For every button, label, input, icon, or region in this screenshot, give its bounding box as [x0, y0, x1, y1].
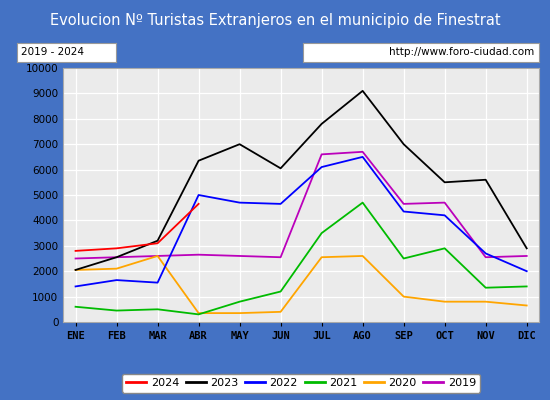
Text: http://www.foro-ciudad.com: http://www.foro-ciudad.com: [389, 47, 534, 57]
Text: 2019 - 2024: 2019 - 2024: [21, 47, 85, 57]
Legend: 2024, 2023, 2022, 2021, 2020, 2019: 2024, 2023, 2022, 2021, 2020, 2019: [122, 374, 481, 393]
Text: Evolucion Nº Turistas Extranjeros en el municipio de Finestrat: Evolucion Nº Turistas Extranjeros en el …: [50, 14, 501, 28]
